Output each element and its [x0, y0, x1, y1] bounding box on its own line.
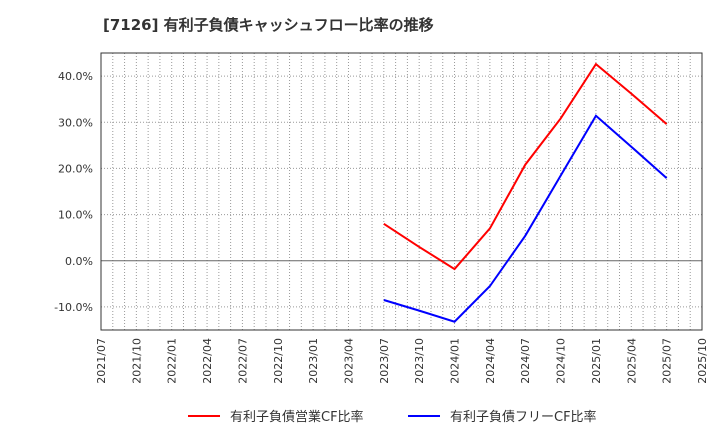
series-line-0: [383, 62, 668, 271]
y-tick-label: 10.0%: [58, 209, 93, 222]
x-tick-label: 2023/01: [307, 338, 320, 384]
y-tick-label: 30.0%: [58, 116, 93, 129]
y-tick-label: 0.0%: [65, 255, 93, 268]
x-tick-label: 2024/07: [519, 338, 532, 384]
x-tick-label: 2022/10: [272, 338, 285, 384]
x-tick-label: 2025/04: [625, 338, 638, 384]
x-tick-label: 2024/01: [449, 338, 462, 384]
x-tick-label: 2021/07: [95, 338, 108, 384]
legend-item-free-cf: 有利子負債フリーCF比率: [408, 406, 597, 425]
x-tick-label: 2022/07: [236, 338, 249, 384]
legend-item-operating-cf: 有利子負債営業CF比率: [188, 406, 364, 425]
plot-frame: [100, 52, 703, 331]
x-tick-label: 2025/10: [696, 338, 709, 384]
legend-swatch-red: [188, 414, 220, 417]
x-tick-label: 2023/04: [342, 338, 355, 384]
y-tick-label: -10.0%: [54, 301, 93, 314]
x-tick-label: 2024/04: [484, 338, 497, 384]
y-tick-label: 20.0%: [58, 162, 93, 175]
x-tick-label: 2022/04: [201, 338, 214, 384]
x-tick-label: 2024/10: [555, 338, 568, 384]
x-tick-label: 2023/07: [378, 338, 391, 384]
x-tick-label: 2022/01: [166, 338, 179, 384]
legend-label: 有利子負債営業CF比率: [230, 410, 364, 425]
x-tick-label: 2025/01: [590, 338, 603, 384]
legend-swatch-blue: [408, 414, 440, 417]
y-tick-label: 40.0%: [58, 70, 93, 83]
series-line-1: [383, 114, 668, 323]
legend-label: 有利子負債フリーCF比率: [450, 410, 597, 425]
x-tick-label: 2023/10: [413, 338, 426, 384]
x-tick-label: 2021/10: [130, 338, 143, 384]
x-tick-label: 2025/07: [661, 338, 674, 384]
chart-title: [7126] 有利子負債キャッシュフロー比率の推移: [103, 16, 434, 34]
